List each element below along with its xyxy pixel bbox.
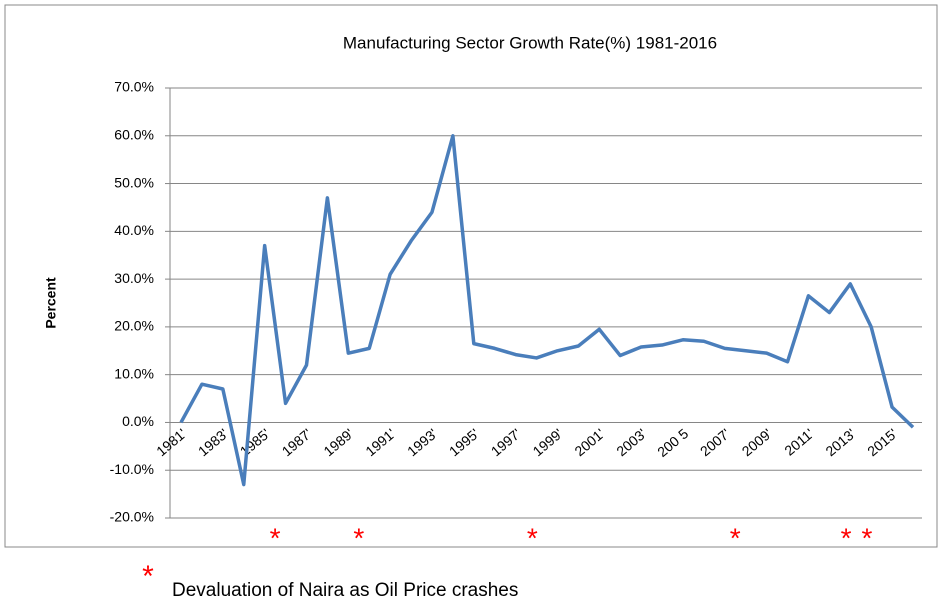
x-tick-label: 1995' — [446, 425, 482, 459]
devaluation-marker: * — [353, 522, 364, 553]
devaluation-marker: * — [841, 522, 852, 553]
y-tick-label: -20.0% — [110, 509, 154, 525]
chart-border — [4, 4, 938, 548]
x-tick-label: 200 5 — [654, 425, 691, 460]
y-tick-label: 0.0% — [122, 413, 154, 429]
x-tick-label: 1993' — [404, 425, 440, 459]
x-tick-label: 1989' — [320, 425, 356, 459]
x-tick-label: 2013' — [822, 425, 858, 459]
y-axis-title: Percent — [43, 277, 59, 329]
x-tick-label: 2011' — [781, 425, 816, 458]
x-tick-label: 2015' — [864, 425, 900, 459]
y-tick-label: 60.0% — [114, 126, 154, 142]
x-tick-label: 2001' — [571, 425, 607, 459]
x-tick-label: 2003' — [613, 425, 649, 459]
y-tick-label: 10.0% — [114, 365, 154, 381]
devaluation-marker: * — [862, 522, 873, 553]
x-tick-label: 1985' — [237, 425, 273, 459]
x-tick-label: 1981' — [153, 425, 189, 459]
x-tick-label: 1999' — [530, 425, 566, 459]
y-tick-label: 40.0% — [114, 222, 154, 238]
x-tick-label: 2007' — [697, 425, 733, 459]
y-tick-label: 70.0% — [114, 79, 154, 95]
y-tick-label: -10.0% — [110, 461, 154, 477]
y-tick-label: 20.0% — [114, 318, 154, 334]
legend-symbol: * — [142, 560, 154, 593]
devaluation-marker: * — [527, 522, 538, 553]
devaluation-marker: * — [730, 522, 741, 553]
x-tick-label: 1991' — [362, 425, 398, 459]
y-tick-label: 50.0% — [114, 174, 154, 190]
legend-label: Devaluation of Naira as Oil Price crashe… — [172, 580, 518, 601]
chart-title: Manufacturing Sector Growth Rate(%) 1981… — [343, 33, 717, 52]
y-tick-label: 30.0% — [114, 270, 154, 286]
data-line — [179, 134, 915, 487]
x-tick-label: 1987' — [279, 425, 315, 459]
devaluation-marker: * — [270, 522, 281, 553]
x-tick-label: 2009' — [739, 425, 775, 459]
x-tick-label: 1983' — [195, 425, 231, 459]
x-tick-label: 1997' — [488, 425, 524, 459]
